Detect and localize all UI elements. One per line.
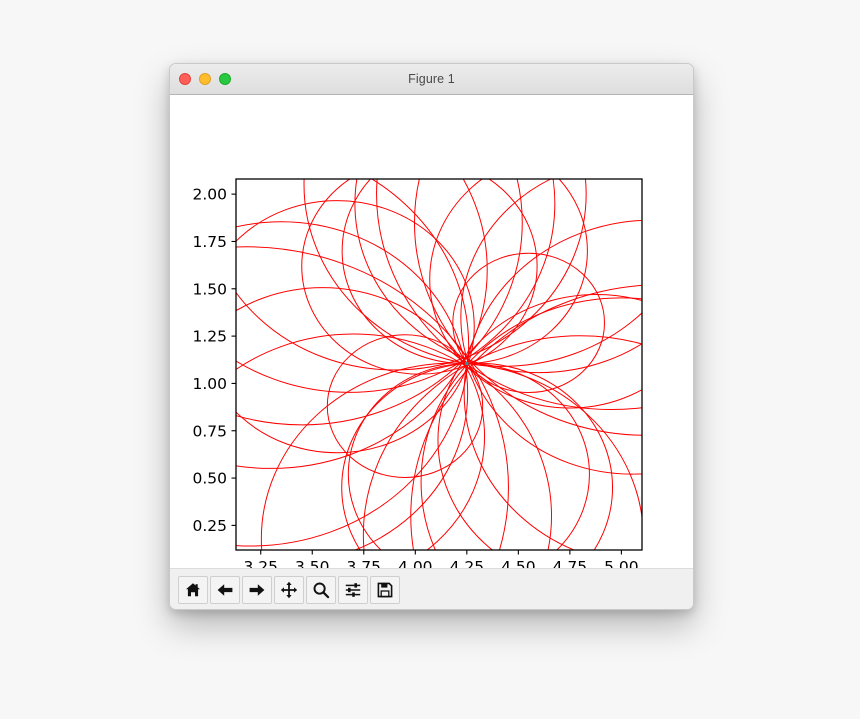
minimize-button[interactable] [199, 73, 211, 85]
data-curve [414, 179, 642, 436]
back-arrow-icon [216, 581, 234, 599]
forward-arrow-icon [248, 581, 266, 599]
axes-spines [235, 178, 643, 551]
axes-background [236, 179, 642, 550]
data-curve [236, 179, 488, 469]
figure-window[interactable]: Figure 1 3.25 3.50 3.75 4.00 4.25 4.50 4.75 5.0… [169, 63, 694, 610]
data-curve [303, 179, 642, 367]
data-curve [460, 179, 642, 475]
window-titlebar[interactable]: Figure 1 [170, 64, 693, 95]
data-curve [410, 284, 642, 550]
save-button[interactable] [370, 575, 400, 604]
data-curve [452, 252, 605, 394]
zoom-button[interactable] [306, 575, 336, 604]
data-curve [236, 246, 509, 550]
data-curve [236, 287, 485, 550]
zoom-magnifier-icon [312, 581, 330, 599]
common-point-marker [465, 362, 469, 366]
window-title: Figure 1 [408, 72, 455, 86]
matplotlib-axes[interactable]: 3.25 3.50 3.75 4.00 4.25 4.50 4.75 5.00 0.25 0.50… [170, 95, 691, 568]
data-curve [376, 179, 642, 410]
x-tick-label: 5.00 [604, 558, 639, 568]
close-button[interactable] [179, 73, 191, 85]
maximize-button[interactable] [219, 73, 231, 85]
data-curve [354, 179, 642, 374]
save-floppy-icon [376, 581, 394, 599]
x-tick-label: 4.75 [553, 558, 588, 568]
x-tick-label: 4.50 [501, 558, 536, 568]
y-tick-label: 0.25 [192, 517, 227, 535]
x-tick-label: 3.25 [243, 558, 278, 568]
forward-button[interactable] [242, 575, 272, 604]
data-curve [236, 179, 587, 371]
configure-subplots-button[interactable] [338, 575, 368, 604]
y-tick-label: 1.00 [192, 375, 227, 393]
pan-button[interactable] [274, 575, 304, 604]
data-curve [236, 200, 475, 454]
y-tick-label: 0.75 [192, 422, 227, 440]
data-curve [362, 335, 642, 550]
y-tick-label: 1.50 [192, 280, 227, 298]
y-tick-label: 2.00 [192, 186, 227, 204]
axis-ticks: 3.25 3.50 3.75 4.00 4.25 4.50 4.75 5.00 0.25 0.50… [192, 186, 638, 568]
home-icon [184, 581, 202, 599]
data-curve [236, 179, 523, 426]
data-curve [236, 333, 552, 550]
back-button[interactable] [210, 575, 240, 604]
data-curve [236, 179, 470, 547]
navigation-toolbar [170, 568, 693, 609]
x-tick-label: 3.75 [347, 558, 382, 568]
x-tick-label: 4.25 [450, 558, 485, 568]
x-tick-label: 3.50 [295, 558, 330, 568]
pan-move-icon [280, 581, 298, 599]
y-tick-label: 1.25 [192, 328, 227, 346]
data-curve [463, 219, 642, 550]
home-button[interactable] [178, 575, 208, 604]
data-curve [236, 179, 556, 393]
sliders-icon [344, 581, 362, 599]
data-curve [326, 334, 484, 479]
data-curve [437, 294, 642, 550]
data-curve [420, 297, 642, 550]
window-controls [179, 73, 231, 85]
x-tick-label: 4.00 [398, 558, 433, 568]
y-tick-label: 0.50 [192, 470, 227, 488]
y-tick-label: 1.75 [192, 233, 227, 251]
data-curve [301, 179, 538, 375]
data-curve [429, 179, 642, 409]
data-series-group [236, 179, 642, 550]
data-curve [236, 221, 469, 550]
figure-canvas[interactable]: 3.25 3.50 3.75 4.00 4.25 4.50 4.75 5.00 0.25 0.50… [170, 95, 693, 568]
